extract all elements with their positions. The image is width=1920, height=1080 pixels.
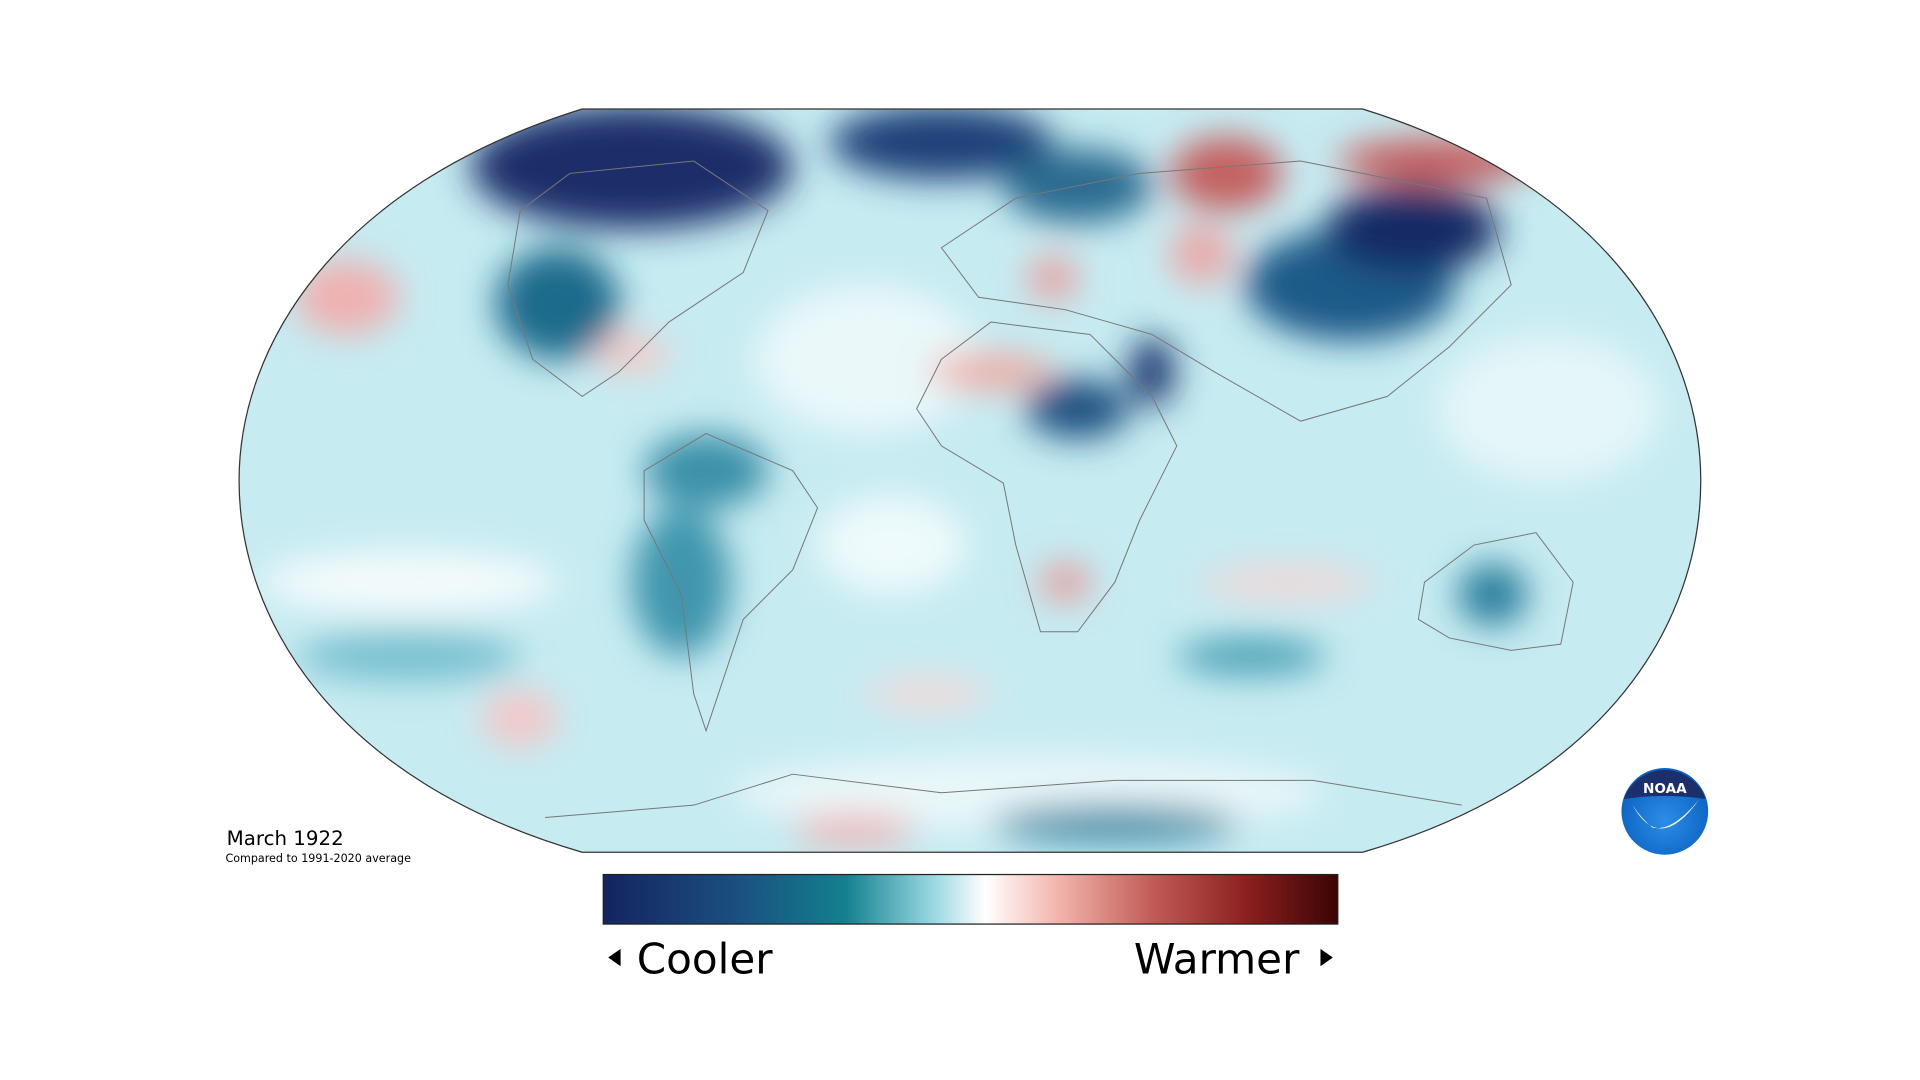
warmer-arrow	[1320, 948, 1333, 967]
cooler-arrow	[608, 948, 621, 967]
map-outline	[238, 108, 1702, 853]
logo-text: NOAA	[1643, 781, 1687, 797]
cooler-label: Cooler	[637, 935, 774, 984]
warmer-label: Warmer	[1134, 935, 1300, 984]
noaa-logo: NOAA	[1621, 768, 1709, 855]
coastlines	[507, 160, 1574, 819]
map-subtitle: Compared to 1991-2020 average	[225, 852, 411, 865]
map-title: March 1922	[227, 827, 344, 850]
color-bar	[602, 873, 1339, 925]
anomaly-map	[239, 109, 1701, 853]
